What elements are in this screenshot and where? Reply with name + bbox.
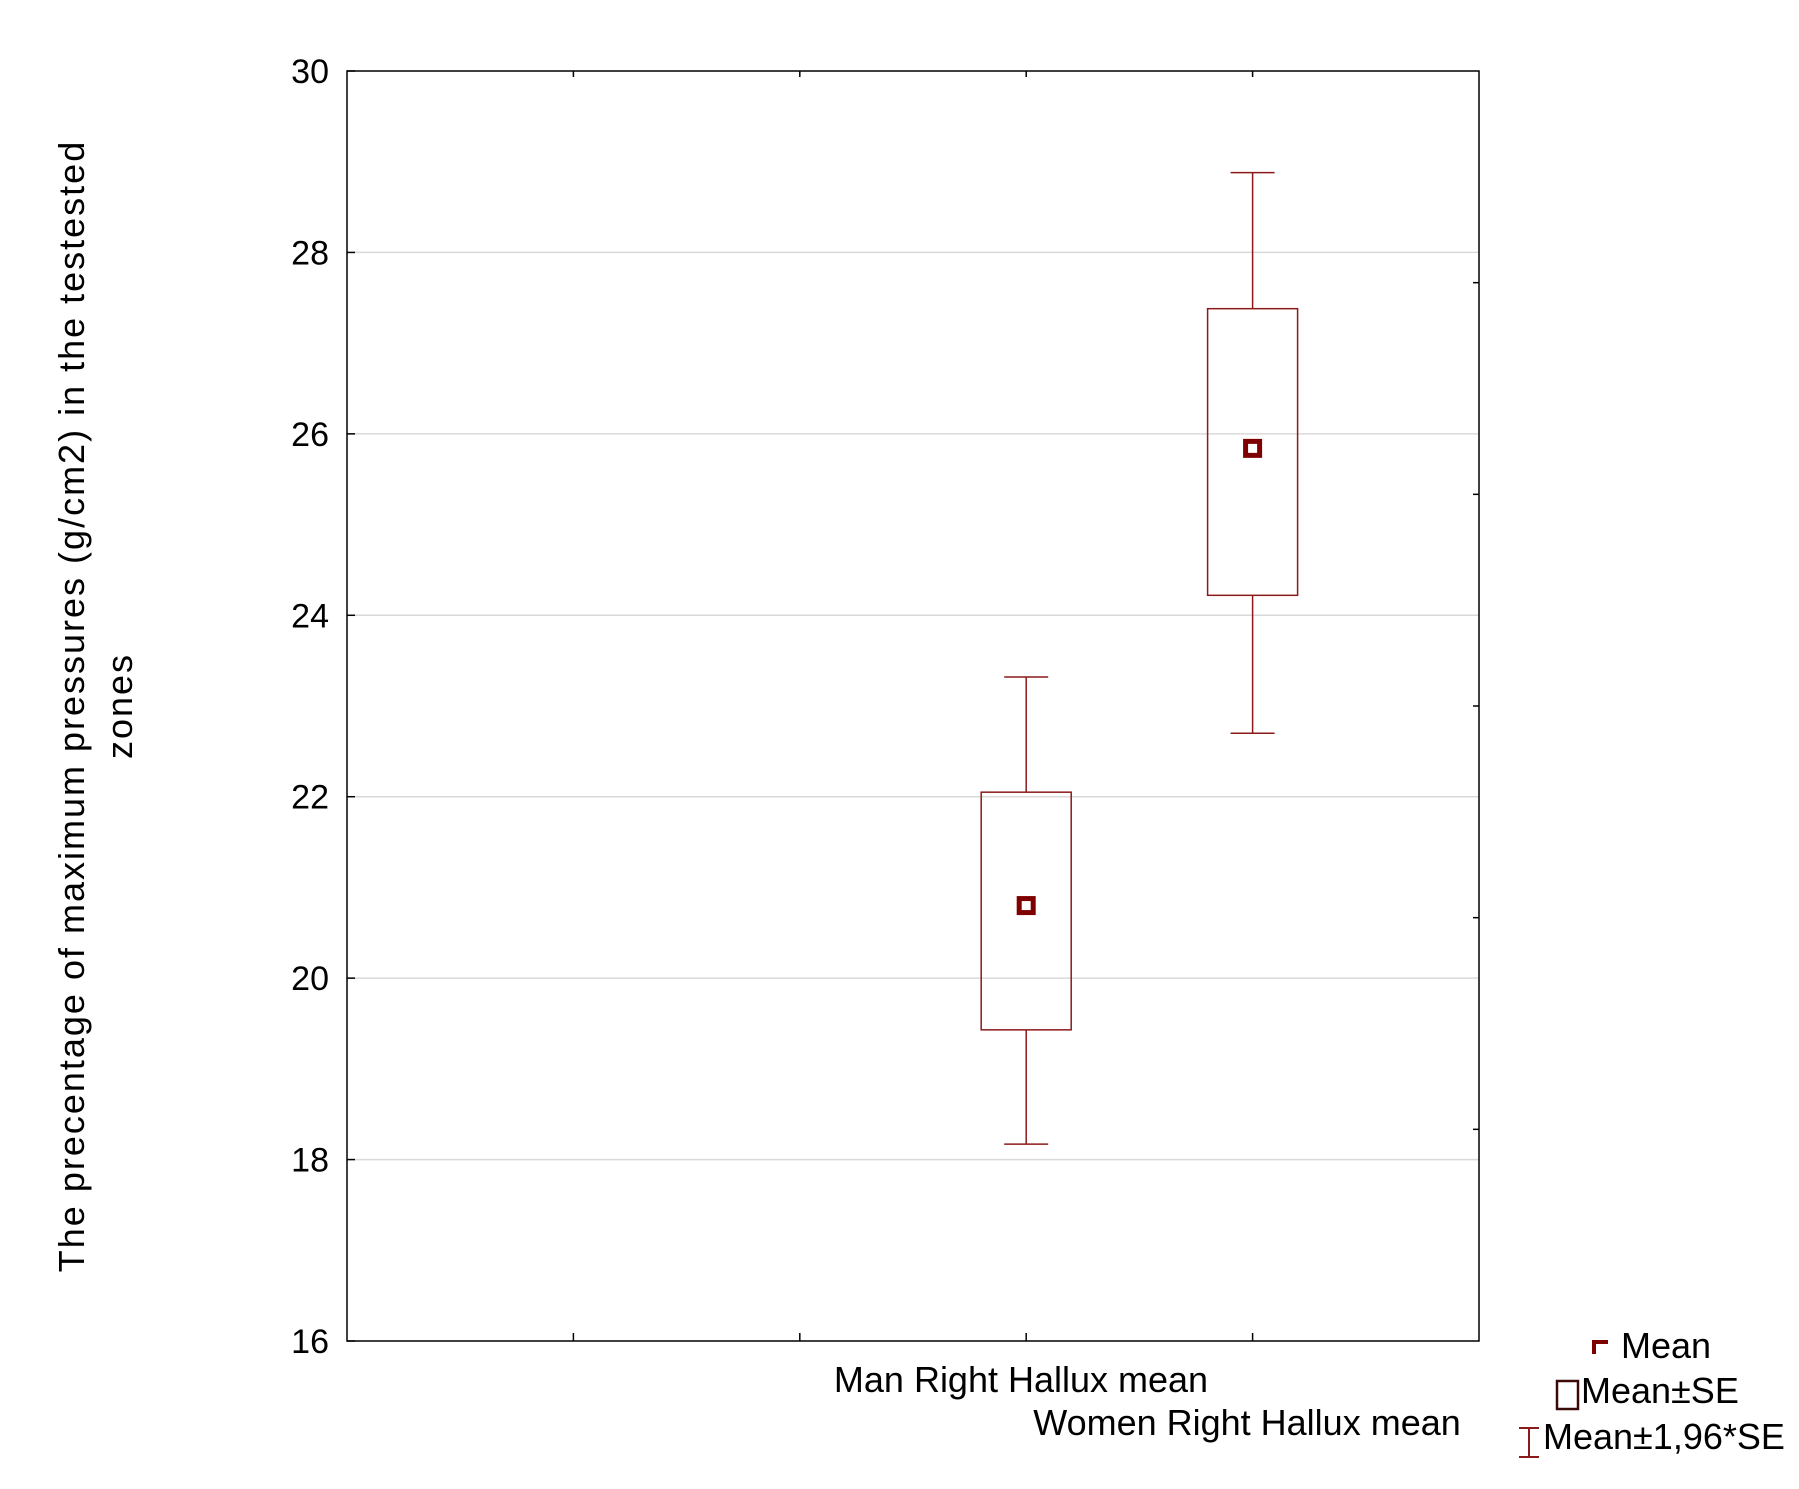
y-axis-label-line-1: The precentage of maximum pressures (g/c… [51, 140, 92, 1272]
legend-ci-label: Mean±1,96*SE [1543, 1416, 1785, 1457]
category-label-women: Women Right Hallux mean [1033, 1402, 1461, 1443]
y-tick-label: 26 [291, 416, 329, 454]
y-tick-label: 30 [291, 53, 329, 91]
y-tick-label: 16 [291, 1323, 329, 1361]
legend-mean-label: Mean [1621, 1325, 1711, 1366]
grid-lines [347, 251, 1479, 1161]
category-label-man: Man Right Hallux mean [834, 1359, 1208, 1400]
y-tick-label: 20 [291, 960, 329, 998]
se-box [1206, 307, 1299, 597]
box-group [980, 676, 1072, 1145]
y-axis-label-line-2: zones [99, 653, 140, 759]
category-labels: Man Right Hallux mean Women Right Hallux… [834, 1359, 1461, 1443]
se-box [980, 791, 1072, 1031]
y-tick-label: 22 [291, 779, 329, 817]
y-axis: 16 18 20 22 24 26 28 30 [291, 53, 1479, 1361]
legend-se-label: Mean±SE [1581, 1370, 1739, 1411]
x-axis [572, 71, 1254, 1341]
y-tick-label: 28 [291, 234, 329, 272]
mean-marker [1243, 438, 1263, 458]
y-axis-label: The precentage of maximum pressures (g/c… [51, 140, 140, 1272]
box-group [1206, 171, 1299, 734]
legend: Mean Mean±SE Mean±1,96*SE [1519, 1325, 1785, 1458]
legend-se-box-icon [1555, 1379, 1580, 1411]
mean-marker [1016, 896, 1036, 916]
y-tick-label: 18 [291, 1142, 329, 1180]
y-tick-label: 24 [291, 597, 329, 635]
legend-mean-icon [1592, 1340, 1608, 1354]
box-series [980, 171, 1299, 1145]
plot-area-frame [346, 70, 1480, 1342]
legend-ci-whisker-icon [1519, 1427, 1539, 1458]
